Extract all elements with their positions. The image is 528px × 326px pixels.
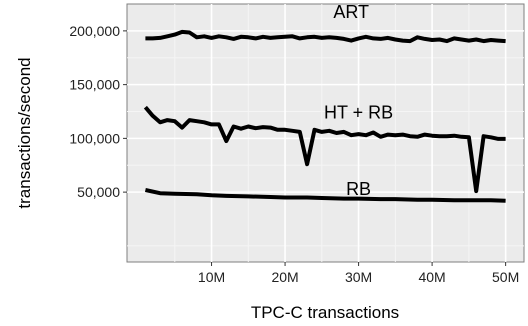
series-label-ht-rb: HT + RB <box>324 102 393 122</box>
series-line-ht-rb <box>143 105 506 194</box>
x-tick-label: 30M <box>345 269 372 285</box>
y-axis: 50,000 100,000 150,000 200,000 <box>69 23 127 200</box>
x-tick-label: 40M <box>418 269 445 285</box>
series-lines <box>143 29 506 203</box>
series-line-art <box>145 29 506 44</box>
y-tick-label: 150,000 <box>69 77 120 93</box>
major-gridlines <box>127 4 524 262</box>
series-line-rb <box>144 188 506 203</box>
y-tick-label: 100,000 <box>69 130 120 146</box>
series-labels: ART HT + RB RB <box>324 2 393 199</box>
minor-gridlines <box>127 4 524 262</box>
series-label-art: ART <box>333 2 369 22</box>
x-axis: 10M 20M 30M 40M 50M <box>198 262 519 285</box>
x-tick-label: 50M <box>492 269 519 285</box>
x-axis-title: TPC-C transactions <box>251 303 399 322</box>
series-label-rb: RB <box>346 179 371 199</box>
x-tick-label: 20M <box>271 269 298 285</box>
y-tick-label: 200,000 <box>69 23 120 39</box>
x-tick-label: 10M <box>198 269 225 285</box>
y-tick-label: 50,000 <box>77 184 120 200</box>
y-axis-title: transactions/second <box>15 57 34 208</box>
